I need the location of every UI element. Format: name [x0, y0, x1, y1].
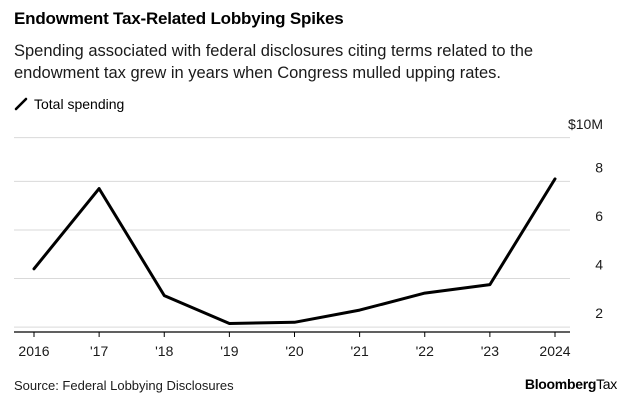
x-tick-label: 2024	[539, 343, 570, 359]
legend-line-icon	[14, 97, 28, 111]
x-tick-label: '20	[285, 343, 303, 359]
y-tick-label: $10M	[568, 116, 603, 132]
line-chart: $10M 8 6 4 2 2016 '17 '18 '19 '20 '21 '22 '23 2024	[14, 116, 603, 359]
source-note: Source: Federal Lobbying Disclosures	[14, 378, 234, 393]
y-tick-label: 8	[595, 159, 603, 175]
y-tick-label: 6	[595, 208, 603, 224]
x-tick-label: 2016	[18, 343, 49, 359]
x-tick-label: '19	[220, 343, 238, 359]
x-tick-label: '18	[155, 343, 173, 359]
legend: Total spending	[14, 96, 124, 112]
y-tick-label: 4	[595, 257, 603, 273]
brand-bold: Bloomberg	[524, 376, 597, 392]
x-tick-label: '22	[416, 343, 434, 359]
brand-light: Tax	[596, 376, 617, 392]
x-tick-label: '17	[90, 343, 108, 359]
y-tick-label: 2	[595, 305, 603, 321]
legend-label: Total spending	[34, 96, 125, 112]
chart-title: Endowment Tax-Related Lobbying Spikes	[14, 9, 344, 28]
x-tick-label: '21	[351, 343, 369, 359]
chart-subtitle: Spending associated with federal disclos…	[14, 42, 534, 82]
series-line-total-spending	[32, 177, 557, 325]
brand-logo: BloombergTax	[525, 376, 617, 392]
x-tick-label: '23	[481, 343, 499, 359]
